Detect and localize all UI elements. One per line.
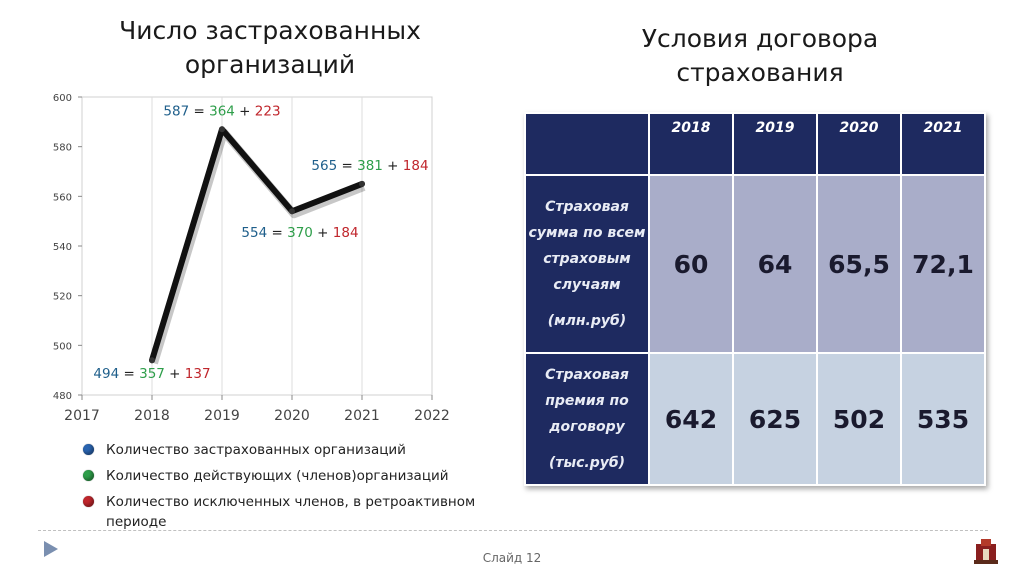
- legend-dot-icon: [83, 444, 94, 455]
- y-tick-label: 540: [53, 242, 72, 253]
- legend-item-excluded: Количество исключенных членов, в ретроак…: [80, 492, 500, 532]
- table-cell: 642: [648, 352, 734, 486]
- legend-dot-icon: [83, 496, 94, 507]
- legend-label: Количество застрахованных организаций: [106, 442, 406, 458]
- series-line: [149, 126, 365, 364]
- y-tick-label: 500: [53, 341, 72, 352]
- x-tick-label: 2022: [414, 408, 450, 424]
- chart-legend: Количество застрахованных организаций Ко…: [80, 440, 500, 538]
- table-row: Страховая сумма по всем страховым случая…: [524, 174, 986, 354]
- row-label: Страховая сумма по всем страховым случая…: [528, 199, 646, 293]
- table-cell: 535: [900, 352, 986, 486]
- x-tick-label: 2017: [64, 408, 100, 424]
- row-unit: (тыс.руб): [548, 455, 626, 471]
- data-point: [149, 357, 155, 364]
- row-unit: (млн.руб): [547, 313, 627, 329]
- year-header: 2021: [900, 112, 986, 176]
- x-tick-label: 2019: [204, 408, 240, 424]
- table-cell: 65,5: [816, 174, 902, 354]
- footer-divider: [38, 530, 988, 531]
- y-tick-label: 580: [53, 143, 72, 154]
- row-header-sum: Страховая сумма по всем страховым случая…: [524, 174, 650, 354]
- table-cell: 502: [816, 352, 902, 486]
- x-tick-label: 2021: [344, 408, 380, 424]
- slide-number: Слайд 12: [482, 551, 542, 565]
- legend-item-active: Количество действующих (членов)организац…: [80, 466, 500, 486]
- table-cell: 625: [732, 352, 818, 486]
- table-header-row: 2018 2019 2020 2021: [524, 112, 986, 176]
- table-corner-cell: [524, 112, 650, 176]
- legend-item-total: Количество застрахованных организаций: [80, 440, 500, 460]
- legend-label: Количество исключенных членов, в ретроак…: [106, 494, 476, 530]
- legend-dot-icon: [83, 470, 94, 481]
- row-header-premium: Страховая премия по договору (тыс.руб): [524, 352, 650, 486]
- chart-title: Число застрахованных организаций: [119, 16, 421, 79]
- year-header: 2020: [816, 112, 902, 176]
- data-point: [219, 126, 225, 133]
- y-tick-label: 520: [53, 292, 72, 303]
- row-label: Страховая премия по договору: [545, 367, 629, 435]
- data-label: 554 = 370 + 184: [241, 225, 358, 241]
- insurance-terms-table: 2018 2019 2020 2021 Страховая сумма по в…: [524, 112, 986, 486]
- legend-label: Количество действующих (членов)организац…: [106, 468, 449, 484]
- data-label: 587 = 364 + 223: [163, 103, 280, 119]
- line-chart: 2017 2018 2019 2020 2021 2022 480 500 520 540 560 5…: [53, 93, 450, 424]
- table-cell: 64: [732, 174, 818, 354]
- table-title: Условия договора страхования: [641, 24, 879, 87]
- data-point: [289, 208, 295, 215]
- y-tick-label: 560: [53, 192, 72, 203]
- play-arrow-icon[interactable]: [44, 541, 58, 557]
- y-tick-label: 480: [53, 391, 72, 402]
- table-row: Страховая премия по договору (тыс.руб) 6…: [524, 352, 986, 486]
- data-label: 565 = 381 + 184: [311, 158, 428, 174]
- year-header: 2018: [648, 112, 734, 176]
- table-cell: 60: [648, 174, 734, 354]
- x-tick-label: 2018: [134, 408, 170, 424]
- plot-area: [81, 96, 433, 396]
- data-point: [359, 180, 365, 187]
- year-header: 2019: [732, 112, 818, 176]
- table-cell: 72,1: [900, 174, 986, 354]
- logo-icon: [974, 539, 998, 564]
- x-tick-label: 2020: [274, 408, 310, 424]
- data-label: 494 = 357 + 137: [93, 366, 210, 382]
- y-tick-label: 600: [53, 93, 72, 104]
